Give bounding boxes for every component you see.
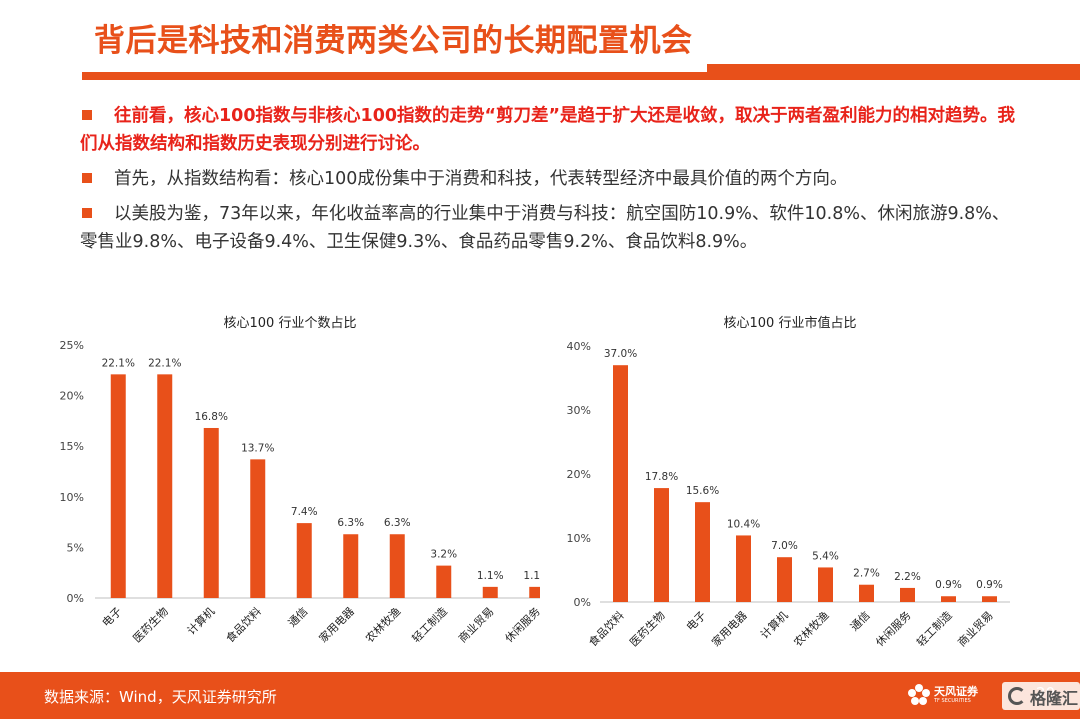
bar (613, 365, 628, 602)
y-tick-label: 20% (60, 390, 84, 403)
page-title: 背后是科技和消费两类公司的长期配置机会 (94, 23, 693, 59)
y-tick-label: 30% (567, 404, 591, 417)
y-tick-label: 0% (67, 592, 84, 605)
footer: 数据来源：Wind，天风证券研究所 天风证券 TF SECURITIES 20 … (0, 672, 1080, 719)
category-label: 轻工制造 (914, 608, 955, 649)
bullet-square-icon (82, 110, 92, 120)
category-label: 轻工制造 (409, 604, 450, 645)
logo-text-en: TF SECURITIES (934, 698, 971, 704)
data-label: 1.1% (477, 570, 504, 582)
bullet-list: 往前看，核心100指数与非核心100指数的走势“剪刀差”是趋于扩大还是收敛，取决… (80, 102, 1020, 263)
bar (203, 427, 219, 598)
chart-cap-share: 核心100 行业市值占比 0% 10% 20% 30% 40% 37.0% 食品饮料 17.8… (540, 300, 1040, 649)
data-label: 13.7% (241, 442, 274, 454)
bullet-text: 以美股为鉴，73年以来，年化收益率高的行业集中于消费与科技：航空国防10.9%、… (80, 204, 1010, 252)
category-label: 家用电器 (316, 604, 357, 645)
bullet-text: 往前看，核心100指数与非核心100指数的走势“剪刀差”是趋于扩大还是收敛，取决… (80, 106, 1016, 154)
category-label: 食品饮料 (223, 604, 264, 645)
watermark: 格隆汇 (1002, 682, 1080, 710)
y-tick-label: 15% (60, 440, 84, 453)
bar (695, 502, 710, 602)
category-label: 计算机 (184, 604, 217, 637)
bar (482, 586, 498, 598)
bar (436, 565, 452, 598)
bar (296, 523, 312, 598)
bar (982, 596, 997, 602)
data-label: 37.0% (604, 348, 637, 360)
y-tick-label: 10% (60, 491, 84, 504)
category-label: 商业贸易 (955, 608, 996, 649)
bar (250, 459, 266, 598)
flower-icon (908, 684, 930, 705)
category-label: 医药生物 (627, 608, 668, 649)
data-source: 数据来源：Wind，天风证券研究所 (44, 688, 277, 706)
data-label: 0.9% (935, 579, 962, 591)
chart-cap-share-svg: 0% 10% 20% 30% 40% 37.0% 食品饮料 17.8% 医药生物 15.6% 电子 1… (567, 340, 1010, 649)
y-tick-label: 10% (567, 532, 591, 545)
category-label: 商业贸易 (455, 604, 496, 645)
bullet-item-1: 往前看，核心100指数与非核心100指数的走势“剪刀差”是趋于扩大还是收敛，取决… (80, 102, 1020, 158)
data-label: 2.7% (853, 568, 880, 580)
category-label: 电子 (684, 609, 709, 634)
data-label: 17.8% (645, 471, 678, 483)
bar (157, 374, 173, 598)
y-tick-label: 40% (567, 340, 591, 353)
bar (941, 596, 956, 602)
data-label: 7.0% (771, 540, 798, 552)
data-label: 22.1% (102, 357, 135, 369)
y-tick-label: 25% (60, 339, 84, 352)
logo-text-cn: 天风证券 (934, 685, 978, 698)
bar (859, 584, 874, 602)
data-label: 3.2% (430, 549, 457, 561)
chart-title: 核心100 行业个数占比 (223, 316, 357, 331)
data-label: 1.1% (523, 570, 540, 582)
bar (818, 567, 833, 602)
bar (343, 534, 359, 598)
tf-securities-logo: 天风证券 TF SECURITIES (906, 680, 996, 712)
title-box: 背后是科技和消费两类公司的长期配置机会 (82, 18, 707, 72)
data-label: 22.1% (148, 357, 181, 369)
data-label: 10.4% (727, 518, 760, 530)
data-label: 2.2% (894, 571, 921, 583)
category-label: 农林牧渔 (362, 604, 403, 645)
data-label: 6.3% (384, 517, 411, 529)
bar (389, 534, 405, 598)
data-label: 15.6% (686, 485, 719, 497)
bullet-square-icon (82, 173, 92, 183)
chart-count-share-svg: 0% 5% 10% 15% 20% 25% 22.1% 电子 22.1% 医药生物 16.8% 计算机… (60, 339, 540, 645)
bar (110, 374, 126, 598)
bar (777, 557, 792, 602)
bar (529, 586, 540, 598)
category-label: 休闲服务 (873, 608, 914, 649)
bullet-item-2: 首先，从指数结构看：核心100成份集中于消费和科技，代表转型经济中最具价值的两个… (80, 165, 1020, 193)
chart-count-share: 核心100 行业个数占比 0% 5% 10% 15% 20% 25% 22.1% 电子 22.1… (40, 300, 540, 645)
category-label: 通信 (848, 609, 873, 634)
data-label: 5.4% (812, 550, 839, 562)
category-label: 休闲服务 (502, 604, 540, 645)
watermark-g-icon (1008, 687, 1026, 705)
bullet-square-icon (82, 208, 92, 218)
y-tick-label: 20% (567, 468, 591, 481)
bar (736, 535, 751, 602)
bar (654, 488, 669, 602)
category-label: 计算机 (757, 608, 790, 641)
category-label: 医药生物 (130, 604, 171, 645)
bullet-item-3: 以美股为鉴，73年以来，年化收益率高的行业集中于消费与科技：航空国防10.9%、… (80, 200, 1020, 256)
y-tick-label: 0% (574, 596, 591, 609)
chart-title: 核心100 行业市值占比 (723, 316, 857, 331)
data-label: 6.3% (337, 517, 364, 529)
watermark-text: 格隆汇 (1030, 689, 1079, 708)
category-label: 通信 (286, 605, 311, 630)
data-label: 0.9% (976, 579, 1003, 591)
title-bar: 背后是科技和消费两类公司的长期配置机会 (0, 0, 1080, 90)
category-label: 家用电器 (709, 608, 750, 649)
category-label: 电子 (100, 605, 125, 630)
data-label: 7.4% (291, 506, 318, 518)
category-label: 农林牧渔 (791, 608, 832, 649)
bullet-text: 首先，从指数结构看：核心100成份集中于消费和科技，代表转型经济中最具价值的两个… (114, 169, 848, 189)
category-label: 食品饮料 (586, 608, 627, 649)
bar (900, 587, 915, 602)
data-label: 16.8% (195, 411, 228, 423)
y-tick-label: 5% (67, 541, 84, 554)
